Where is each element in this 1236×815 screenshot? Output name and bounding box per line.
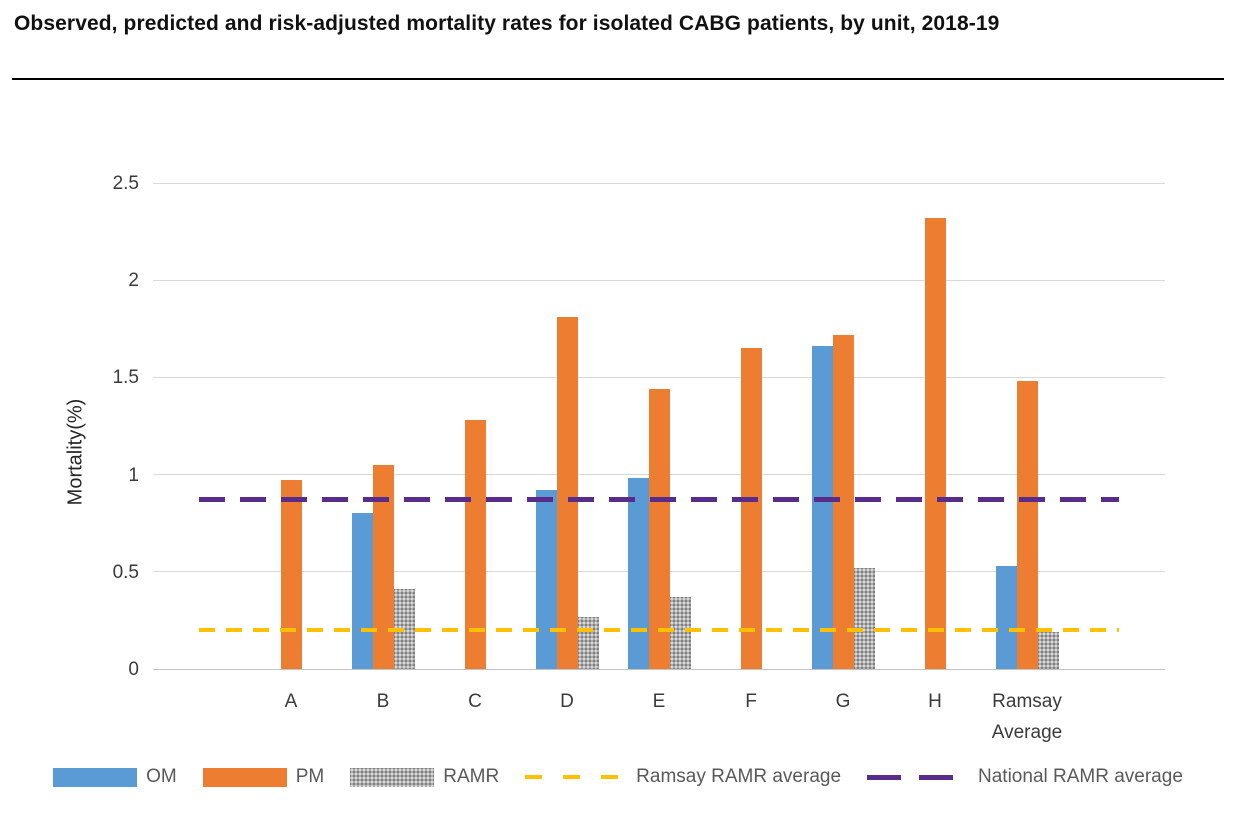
refline-national-ramr-average [199, 497, 1119, 503]
bar-ramr-e [669, 597, 691, 669]
y-tick-label: 1 [128, 464, 139, 486]
x-tick-label-b: B [376, 691, 390, 712]
y-tick-label: 0 [128, 659, 139, 680]
x-tick-label-f: F [745, 691, 757, 712]
legend-label-om: OM [146, 766, 177, 787]
chart-title: Observed, predicted and risk-adjusted mo… [14, 12, 1000, 35]
legend-item-pm: PM [202, 766, 325, 788]
x-tick-label-d: D [560, 691, 574, 712]
legend-item-om: OM [53, 766, 177, 788]
bar-pm-b [372, 464, 394, 669]
legend-item-ramsay-ramr-average: Ramsay RAMR average [525, 766, 841, 788]
title-divider [12, 78, 1224, 80]
bar-pm-ramsay-average [1016, 381, 1038, 669]
x-tick-label-g: G [835, 691, 851, 712]
legend-label-pm: PM [295, 766, 325, 787]
x-tick-label-ramsay-average: Ramsay Average [991, 691, 1063, 743]
gridline-1.5 [153, 376, 1165, 378]
bar-ramr-g [853, 567, 875, 669]
bar-ramr-ramsay-average [1037, 632, 1059, 669]
plot-area [153, 182, 1165, 670]
bar-om-e [627, 478, 649, 669]
x-tick-label-e: E [652, 691, 666, 712]
x-tick-label-c: C [468, 691, 482, 712]
bar-om-ramsay-average [995, 565, 1017, 669]
bar-om-g [811, 346, 833, 669]
y-tick-label: 1.5 [112, 367, 139, 389]
legend-swatch-ramr [350, 767, 435, 787]
y-axis-label: Mortality(%) [64, 398, 87, 506]
bar-om-d [535, 490, 557, 669]
legend-swatch-pm [202, 767, 287, 787]
gridline-2 [153, 279, 1165, 281]
legend-item-national-ramr-average: National RAMR average [867, 766, 1183, 788]
bar-pm-h [924, 217, 946, 669]
gridline-2.5 [153, 182, 1165, 184]
bar-om-b [351, 513, 373, 669]
bar-pm-f [740, 348, 762, 669]
legend-line-ramsay-ramr-average [525, 775, 628, 779]
bar-pm-d [556, 317, 578, 669]
legend-label-national-ramr-average: National RAMR average [978, 766, 1183, 787]
refline-ramsay-ramr-average [199, 628, 1119, 633]
y-tick-label: 0.5 [112, 561, 139, 583]
bar-pm-c [464, 420, 486, 669]
bar-pm-e [648, 389, 670, 669]
legend-item-ramr: RAMR [350, 766, 499, 788]
legend: OM PM RAMR Ramsay RAMR average National RAMR… [0, 766, 1236, 788]
legend-line-national-ramr-average [867, 774, 970, 780]
bar-ramr-d [577, 616, 599, 669]
legend-swatch-om [53, 767, 138, 787]
x-tick-label-a: A [284, 691, 298, 712]
legend-label-ramsay-ramr-average: Ramsay RAMR average [636, 766, 842, 787]
y-tick-label: 2.5 [112, 173, 139, 194]
bar-pm-a [280, 480, 302, 669]
x-tick-label-h: H [928, 691, 942, 712]
y-tick-label: 2 [128, 270, 139, 292]
legend-label-ramr: RAMR [443, 766, 500, 787]
gridline-0 [153, 668, 1165, 670]
